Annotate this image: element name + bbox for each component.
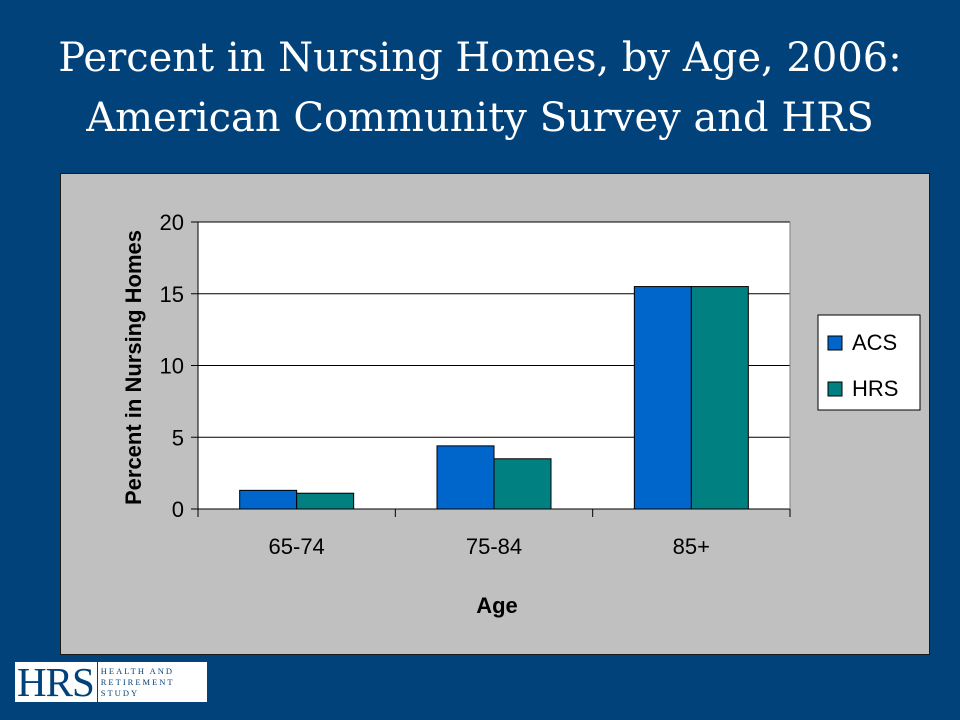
y-tick-label: 0	[172, 497, 184, 522]
hrs-logo-line-1: HEALTH AND	[100, 665, 175, 676]
bar-acs-85+	[633, 286, 692, 510]
x-tick-label: 85+	[673, 534, 710, 559]
y-tick-label: 10	[160, 354, 184, 379]
legend-label-hrs: HRS	[852, 376, 898, 401]
bar-hrs-75-84	[493, 458, 552, 510]
legend-swatch-hrs	[827, 381, 843, 397]
x-tick-label: 65-74	[269, 534, 325, 559]
x-tick-label: 75-84	[466, 534, 522, 559]
bar-hrs-65-74	[296, 492, 355, 510]
bar-chart: 0 5 10 15 20 65-74 75-84 85+ Age Percent in Nursi…	[121, 210, 921, 618]
legend-label-acs: ACS	[852, 330, 897, 355]
hrs-logo-text: HEALTH AND RETIREMENT STUDY	[98, 666, 175, 699]
chart-panel: 0 5 10 15 20 65-74 75-84 85+ Age Percent in Nursi…	[60, 173, 930, 655]
hrs-logo-line-3: STUDY	[100, 687, 140, 698]
bar-hrs-85+	[690, 286, 749, 510]
hrs-logo-line-2: RETIREMENT	[100, 676, 175, 687]
bar-acs-65-74	[239, 489, 298, 510]
x-axis-title: Age	[476, 593, 518, 618]
hrs-logo-mark: HRS	[15, 662, 98, 703]
y-tick-label: 20	[160, 210, 184, 235]
y-tick-label: 15	[160, 282, 184, 307]
y-axis-title: Percent in Nursing Homes	[121, 230, 146, 505]
slide-title-line-1: Percent in Nursing Homes, by Age, 2006:	[58, 35, 902, 81]
legend-swatch-acs	[827, 335, 843, 351]
y-tick-label: 5	[172, 425, 184, 450]
bar-acs-75-84	[436, 445, 495, 510]
slide-title: Percent in Nursing Homes, by Age, 2006: …	[0, 28, 960, 148]
hrs-logo: HRS HEALTH AND RETIREMENT STUDY	[15, 662, 207, 703]
slide-title-line-2: American Community Survey and HRS	[86, 95, 874, 141]
